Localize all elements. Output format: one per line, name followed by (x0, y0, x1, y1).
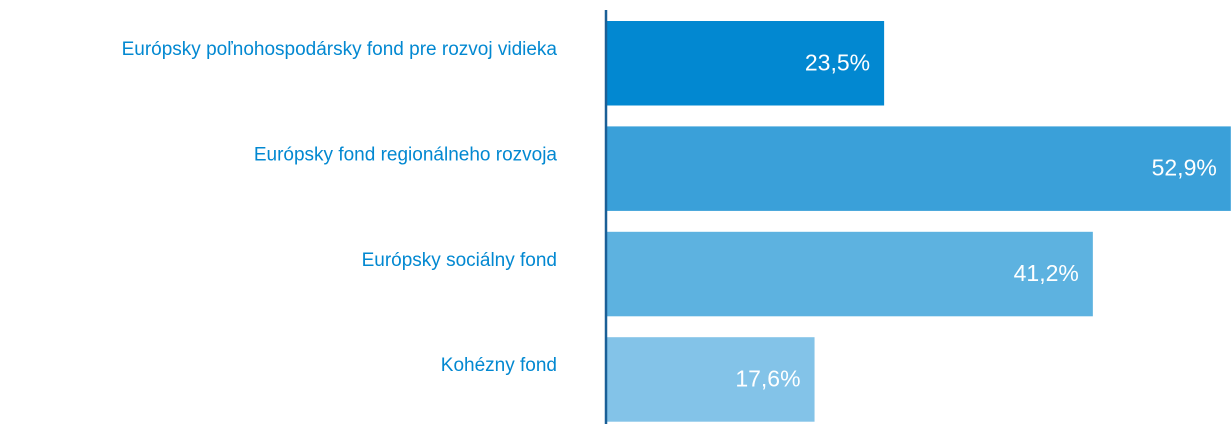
bar (607, 337, 815, 422)
bar (607, 21, 885, 106)
category-label: Kohézny fond (441, 355, 557, 376)
category-label: Európsky sociálny fond (362, 250, 557, 271)
bar (607, 126, 1231, 211)
value-label: 41,2% (1014, 260, 1079, 286)
value-label: 17,6% (735, 366, 800, 392)
value-label: 52,9% (1152, 155, 1217, 181)
category-label: Európsky fond regionálneho rozvoja (254, 144, 558, 165)
value-label: 23,5% (805, 49, 870, 75)
bar (607, 231, 1093, 317)
category-label: Európsky poľnohospodársky fond pre rozvo… (122, 39, 558, 60)
